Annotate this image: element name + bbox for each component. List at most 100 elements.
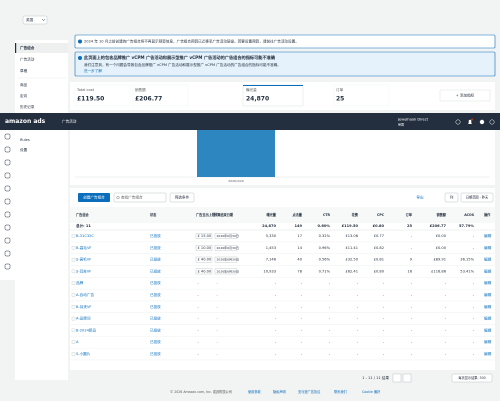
search-box[interactable] <box>113 192 167 203</box>
prev-page[interactable] <box>392 373 402 383</box>
filter-button[interactable] <box>169 192 195 203</box>
rail-icon[interactable] <box>4 159 11 166</box>
create-label[interactable]: 创建广告组合 <box>83 195 105 200</box>
column-header[interactable]: CTR <box>323 213 331 217</box>
rail-icon[interactable] <box>4 263 11 270</box>
portfolio-name[interactable]: 品牌 <box>76 280 84 285</box>
cell[interactable]: 编辑 <box>484 351 492 356</box>
cell[interactable]: 编辑 <box>484 327 492 332</box>
rail-icon[interactable] <box>4 250 11 257</box>
cell[interactable]: 编辑 <box>484 257 492 262</box>
portfolio-name[interactable]: B-2024新品 <box>76 327 97 332</box>
row-checkbox[interactable] <box>71 316 76 321</box>
column-header[interactable]: 销售额 <box>436 212 446 217</box>
logo[interactable]: amazon ads <box>5 118 46 125</box>
export-link[interactable]: 导出 <box>416 195 424 200</box>
cell[interactable]: 编辑 <box>484 233 492 238</box>
column-header[interactable]: 花费 <box>352 212 359 217</box>
portfolio-name[interactable]: S-小圆片 <box>76 351 91 356</box>
metric-card[interactable] <box>74 84 131 107</box>
portfolio-name[interactable]: S-高毛VF <box>76 257 91 262</box>
cell[interactable]: 编辑 <box>484 280 492 285</box>
metric-card[interactable] <box>132 84 189 107</box>
portfolio-name[interactable]: A-自动广告 <box>76 292 94 297</box>
next-page[interactable] <box>402 373 412 383</box>
cell[interactable]: 编辑 <box>484 268 492 273</box>
row-checkbox[interactable] <box>71 305 76 309</box>
per-page[interactable]: 每页显示结果: 300 <box>458 375 485 380</box>
region[interactable]: 英国 <box>26 17 34 22</box>
input-box[interactable] <box>195 245 213 251</box>
portfolio-name[interactable]: A-品牌词 <box>76 316 91 321</box>
row-checkbox[interactable] <box>71 234 76 238</box>
column-header[interactable]: ACOS <box>464 213 475 217</box>
column-header[interactable]: 预算结束日期 <box>214 212 234 217</box>
input-box[interactable] <box>195 256 213 263</box>
footer-link[interactable]: Cookie 偏好 <box>362 389 381 394</box>
sidebar-item[interactable]: 广告活动 <box>20 57 35 62</box>
footer-link[interactable]: 隐私声明 <box>273 389 286 394</box>
row-checkbox[interactable] <box>71 328 76 333</box>
rail-icon[interactable] <box>4 133 11 140</box>
help-icon[interactable] <box>455 119 461 125</box>
sidebar-item[interactable]: 历史记录 <box>20 104 35 109</box>
row-checkbox[interactable] <box>71 352 76 356</box>
portfolio-name[interactable]: B-高毛VF <box>76 245 91 250</box>
footer-link[interactable]: 联系我们 <box>334 389 347 394</box>
date-button[interactable] <box>460 192 494 203</box>
metric-card[interactable] <box>333 84 390 107</box>
input-box[interactable] <box>195 233 213 239</box>
portfolio-name[interactable]: B-耳夹VF <box>76 304 91 309</box>
sidebar-item[interactable]: 广告组合 <box>20 45 35 50</box>
input-box[interactable] <box>214 233 238 239</box>
column-header[interactable]: 曝光量 <box>266 212 276 217</box>
rail-icon[interactable] <box>4 237 11 244</box>
column-header[interactable]: 点击量 <box>292 212 302 217</box>
column-header[interactable]: CPC <box>377 213 385 217</box>
row-checkbox[interactable] <box>71 269 76 274</box>
input-box[interactable] <box>214 268 238 275</box>
cell[interactable]: 编辑 <box>484 245 492 250</box>
sidebar-item[interactable]: 草稿 <box>20 68 28 73</box>
bell-icon[interactable] <box>468 119 472 124</box>
columns-label[interactable]: 列 <box>450 195 454 200</box>
column-header[interactable]: 状态 <box>150 212 157 217</box>
column-header[interactable]: 广告组合 <box>76 212 90 217</box>
input-box[interactable] <box>195 268 213 275</box>
create-button[interactable] <box>78 193 110 202</box>
cell[interactable]: 编辑 <box>484 339 492 344</box>
row-checkbox[interactable] <box>71 257 76 262</box>
per-page-select[interactable] <box>451 373 493 383</box>
filter-label[interactable]: 筛选条件 <box>175 195 190 200</box>
input-box[interactable] <box>214 256 238 263</box>
sidebar-item[interactable]: Rules <box>20 138 30 142</box>
row-checkbox[interactable] <box>71 281 76 285</box>
column-header[interactable]: 操作 <box>484 212 491 217</box>
add-metric[interactable]: + 添加指标 <box>456 93 475 98</box>
region-select[interactable] <box>22 15 48 25</box>
sidebar-item[interactable]: 定向 <box>20 93 28 98</box>
add-metric-button[interactable] <box>439 89 491 102</box>
footer-link[interactable]: 亚马逊广告协议 <box>298 389 321 394</box>
sidebar-item[interactable]: 商品 <box>20 82 28 87</box>
search-placeholder[interactable]: 查找广告组合 <box>121 195 143 200</box>
account-name[interactable]: Jewelhook Direct <box>397 118 429 122</box>
column-header[interactable]: 广告支出上限 <box>196 212 216 217</box>
row-checkbox[interactable] <box>71 293 76 297</box>
banner-link[interactable]: 进一步了解 <box>84 68 102 73</box>
cell[interactable]: 编辑 <box>484 316 492 321</box>
footer-link[interactable]: 使用条款 <box>248 389 262 394</box>
portfolio-name[interactable]: B-31C32C <box>76 234 94 238</box>
row-checkbox[interactable] <box>71 246 76 250</box>
rail-icon[interactable] <box>4 146 11 153</box>
row-checkbox[interactable] <box>71 340 76 344</box>
rail-icon[interactable] <box>4 172 11 179</box>
cell[interactable]: 编辑 <box>484 304 492 309</box>
date-label[interactable]: 日期范围 - 昨天 <box>466 195 489 200</box>
account-icon[interactable] <box>489 119 495 125</box>
cell[interactable]: 编辑 <box>484 292 492 297</box>
sidebar-item[interactable]: 设置 <box>20 147 28 152</box>
rail-icon[interactable] <box>4 224 11 231</box>
rail-icon[interactable] <box>4 198 11 205</box>
columns-button[interactable] <box>444 192 459 203</box>
